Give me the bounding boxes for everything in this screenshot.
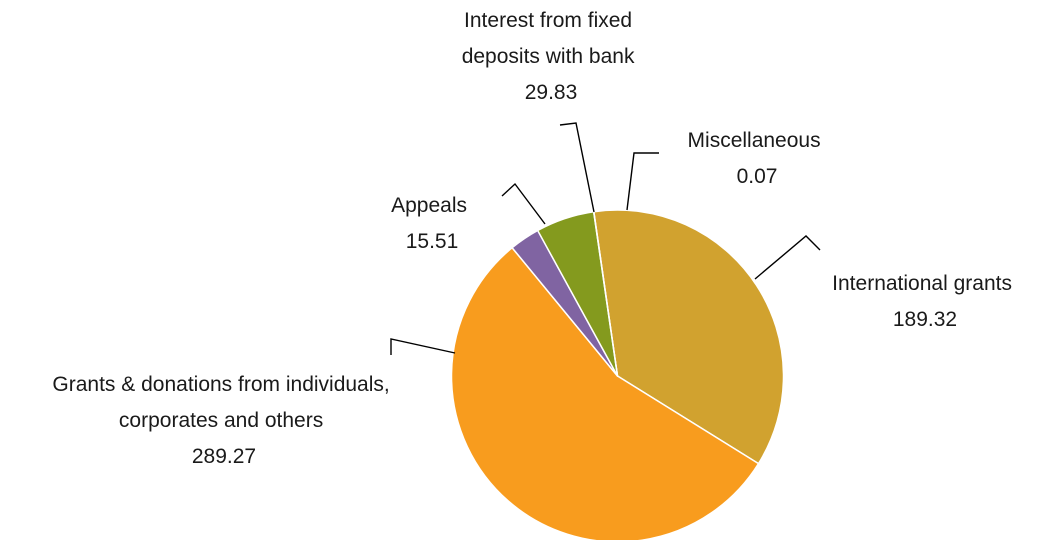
leader-line-miscellaneous — [626, 152, 659, 211]
pie-slice-1 — [450, 246, 760, 540]
slice-label-line: Interest from fixed — [464, 9, 632, 32]
leader-line-grants-donations — [390, 338, 456, 355]
slice-label-international-grants: International grants 189.32 — [832, 272, 1018, 331]
leader-line-appeals — [501, 182, 546, 225]
leader-line-international-grants — [754, 235, 821, 280]
slice-label-interest: Interest from fixed deposits with bank 2… — [462, 9, 641, 104]
slice-label-appeals: Appeals 15.51 — [391, 194, 473, 253]
slice-label-line: Miscellaneous — [688, 129, 821, 152]
pie-slices — [450, 209, 785, 540]
slice-label-miscellaneous: Miscellaneous 0.07 — [688, 129, 827, 188]
slice-value: 0.07 — [737, 165, 778, 188]
leader-lines — [390, 122, 821, 355]
slice-value: 29.83 — [525, 81, 578, 104]
slice-label-line: Grants & donations from individuals, — [52, 373, 389, 396]
leader-line-interest — [559, 122, 595, 213]
slice-value: 289.27 — [192, 445, 256, 468]
pie-slice-0 — [593, 209, 785, 465]
slice-label-line: corporates and others — [119, 409, 323, 432]
slice-label-line: Appeals — [391, 194, 467, 217]
slice-value: 15.51 — [406, 230, 459, 253]
slice-label-line: International grants — [832, 272, 1012, 295]
slice-value: 189.32 — [893, 308, 957, 331]
slice-label-grants-donations: Grants & donations from individuals, cor… — [52, 373, 395, 468]
slice-label-line: deposits with bank — [462, 45, 635, 68]
